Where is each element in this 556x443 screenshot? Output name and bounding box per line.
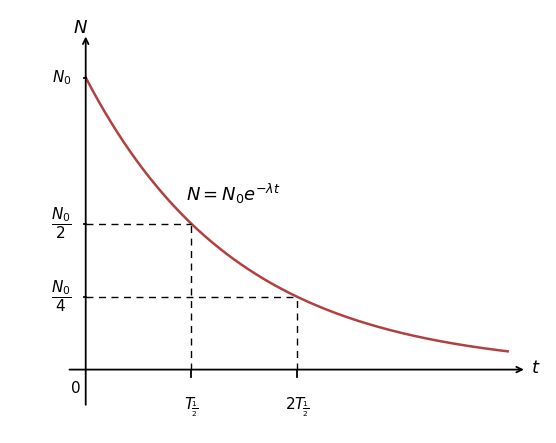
Text: $N$: $N$	[73, 19, 88, 37]
Text: $N_0$: $N_0$	[52, 68, 72, 87]
Text: $2T_{\!\frac{1}{2}}$: $2T_{\!\frac{1}{2}}$	[285, 396, 309, 419]
Text: $\dfrac{N_0}{4}$: $\dfrac{N_0}{4}$	[51, 279, 72, 315]
Text: $\dfrac{N_0}{2}$: $\dfrac{N_0}{2}$	[51, 206, 72, 241]
Text: $t$: $t$	[532, 359, 541, 377]
Text: $N = N_0e^{-\lambda t}$: $N = N_0e^{-\lambda t}$	[186, 182, 281, 206]
Text: $T_{\!\frac{1}{2}}$: $T_{\!\frac{1}{2}}$	[184, 396, 198, 419]
Text: 0: 0	[71, 381, 81, 396]
